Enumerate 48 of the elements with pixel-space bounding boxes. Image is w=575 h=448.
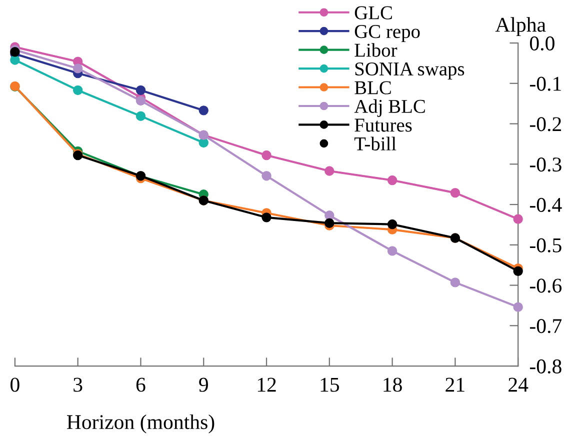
point [513, 302, 523, 312]
y-tick-label: -0.8 [530, 359, 562, 374]
x-tick-label: 6 [136, 378, 146, 392]
point [262, 150, 272, 160]
legend-label: Futures [354, 118, 412, 132]
point [10, 55, 20, 65]
y-axis-title: Alpha [495, 17, 546, 36]
point [387, 246, 398, 256]
x-tick-label: 21 [446, 378, 464, 392]
point [324, 166, 334, 176]
x-tick-label: 18 [384, 378, 402, 392]
point [198, 106, 208, 116]
point [72, 85, 83, 96]
point [262, 170, 272, 181]
y-tick-label: -0.6 [530, 278, 562, 293]
legend-label: T-bill [354, 136, 396, 150]
point [72, 64, 83, 74]
y-tick-label: 0.0 [530, 36, 554, 51]
point [450, 188, 460, 198]
x-tick-label: 3 [74, 378, 82, 392]
legend-label: Libor [354, 43, 398, 57]
point [387, 219, 398, 230]
legend-label: Adj BLC [354, 99, 425, 117]
legend-label: GLC [354, 6, 392, 20]
y-tick-label: -0.7 [530, 319, 562, 334]
x-tick-label: 24 [508, 378, 528, 392]
point [324, 218, 334, 228]
point [136, 111, 146, 121]
x-tick-label: 15 [320, 378, 340, 392]
point [262, 212, 272, 222]
x-tick-label: 0 [10, 378, 20, 392]
point [136, 85, 146, 96]
x-tick-label: 12 [258, 378, 276, 392]
x-axis-title: Horizon (months) [66, 414, 214, 434]
point [513, 214, 523, 224]
y-tick-label: -0.1 [530, 76, 561, 91]
y-tick-label: -0.4 [530, 198, 562, 212]
point [513, 266, 523, 276]
y-tick-label: -0.5 [530, 238, 562, 252]
y-tick-label: -0.2 [530, 117, 562, 132]
legend-label: GC repo [354, 25, 420, 42]
x-tick-label: 9 [199, 378, 208, 392]
point [136, 96, 146, 106]
legend-label: BLC [354, 81, 391, 94]
y-tick-label: -0.3 [530, 158, 562, 172]
legend-label: SONIA swaps [355, 62, 464, 80]
point [387, 175, 398, 186]
point [450, 278, 460, 288]
